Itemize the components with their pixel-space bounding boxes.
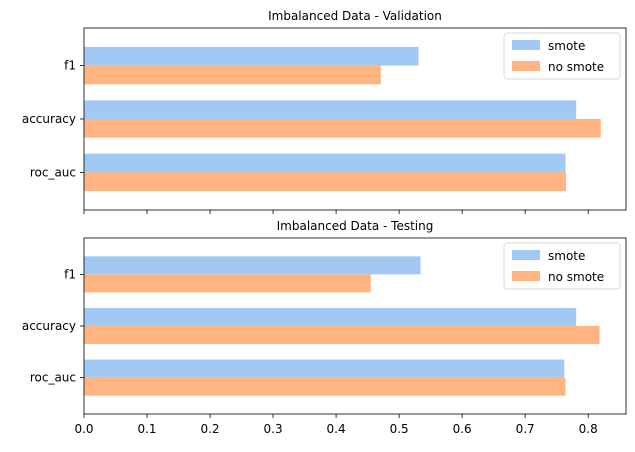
subplot-0: f1 accuracy roc_auc Imbalanced Data - Valid… [22,9,627,214]
x-tick-label-8: 0.8 [579,422,598,436]
bar-no-smote-f1 [84,65,381,85]
axes-frame-1 [83,237,627,415]
chart-title-1: Imbalanced Data - Testing [277,219,434,233]
y-tick-label-f1: f1 [64,267,76,281]
bar-smote-accuracy [84,307,577,326]
x-tick-label-5: 0.5 [390,422,409,436]
y-tick-label-roc_auc: roc_auc [30,371,76,385]
bar-no-smote-accuracy [84,119,601,138]
x-tick-label-4: 0.4 [327,422,346,436]
legend-swatch-no-smote [512,271,540,281]
x-tick-label-3: 0.3 [264,422,283,436]
x-tick-label-6: 0.6 [453,422,472,436]
y-tick-label-accuracy: accuracy [22,319,76,333]
legend-1: smote no smote [503,242,621,290]
x-tick-label-7: 0.7 [516,422,535,436]
legend-label-smote: smote [548,39,585,53]
bar-smote-roc_auc [84,359,565,378]
legend-swatch-smote [512,40,540,50]
bar-no-smote-accuracy [84,326,600,345]
legend-label-no-smote: no smote [548,60,604,74]
bar-no-smote-f1 [84,274,371,293]
y-tick-label-accuracy: accuracy [22,112,76,126]
legend-label-no-smote: no smote [548,270,604,284]
chart-title-0: Imbalanced Data - Validation [268,9,442,23]
y-tick-label-f1: f1 [64,59,76,73]
legend-swatch-smote [512,250,540,260]
subplot-1: f1 accuracy roc_auc 0.0 0.1 0.2 0.3 0.4 0.5 0.6 0.… [22,219,627,436]
bar-smote-f1 [84,256,421,275]
x-tick-label-1: 0.1 [137,422,156,436]
bar-no-smote-roc_auc [84,377,566,396]
bar-smote-f1 [84,46,419,66]
axes-frame-0 [83,27,627,211]
y-tick-label-roc_auc: roc_auc [30,165,76,179]
bar-smote-roc_auc [84,153,566,173]
legend-swatch-no-smote [512,61,540,71]
legend-0: smote no smote [503,32,621,80]
bar-no-smote-roc_auc [84,172,567,192]
x-tick-label-2: 0.2 [200,422,219,436]
bar-smote-accuracy [84,100,577,119]
x-tick-label-0: 0.0 [74,422,93,436]
legend-label-smote: smote [548,249,585,263]
